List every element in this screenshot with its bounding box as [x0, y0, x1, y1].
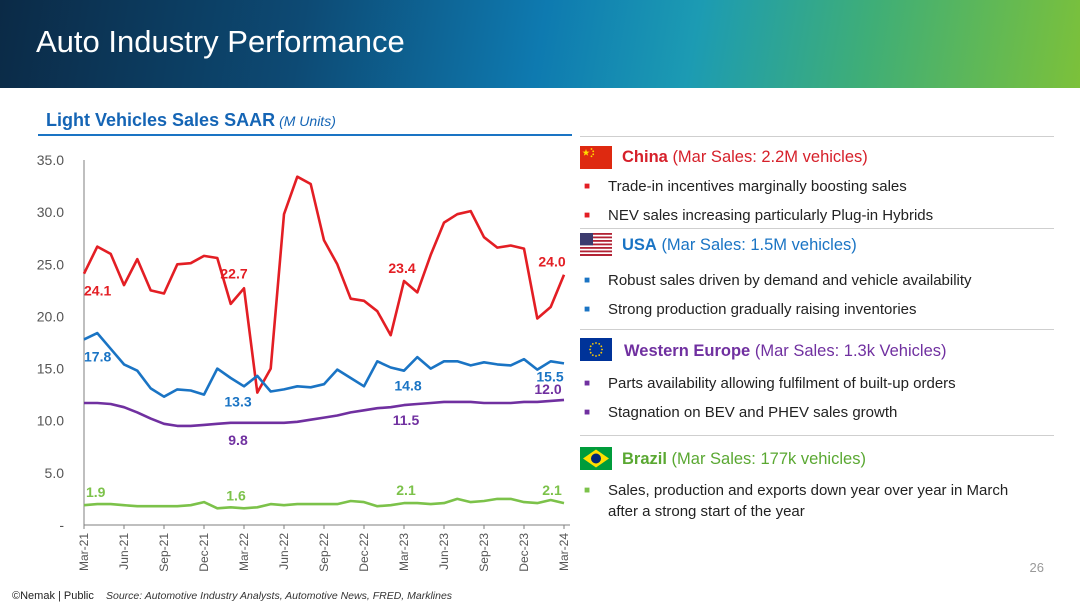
region-bullet: Stagnation on BEV and PHEV sales growth	[608, 404, 898, 421]
x-tick-label: Dec-22	[357, 533, 371, 572]
bullet-icon: ■	[584, 378, 591, 389]
data-label-western_europe: 12.0	[534, 381, 561, 397]
x-tick-label: Sep-23	[477, 533, 491, 572]
x-tick-label: Jun-22	[277, 533, 291, 570]
bullet-icon: ■	[584, 210, 591, 221]
footer-brand: ©Nemak | Public	[12, 590, 94, 602]
chart-units: (M Units)	[279, 113, 336, 129]
y-tick-label: 15.0	[37, 361, 64, 377]
x-tick-label: Mar-24	[557, 533, 571, 571]
x-tick-label: Dec-21	[197, 533, 211, 572]
footer-source: Source: Automotive Industry Analysts, Au…	[106, 590, 453, 602]
bullet-icon: ■	[584, 181, 591, 192]
y-tick-label: 20.0	[37, 308, 64, 324]
y-tick-label: 30.0	[37, 204, 64, 220]
data-label-brazil: 2.1	[396, 482, 416, 498]
series-line-western_europe	[84, 398, 565, 428]
region-detail: (Mar Sales: 2.2M vehicles)	[672, 148, 868, 166]
region-name: Brazil	[622, 450, 667, 468]
chart-title-text: Light Vehicles Sales SAAR	[46, 110, 276, 130]
page-number: 26	[1029, 560, 1044, 575]
data-label-brazil: 1.6	[226, 487, 246, 503]
data-label-china: 24.1	[84, 283, 111, 299]
region-detail: (Mar Sales: 1.3k Vehicles)	[754, 342, 947, 360]
chart-title: Light Vehicles Sales SAAR (M Units)	[46, 110, 336, 131]
sales-chart-svg: - 5.0 10.0 15.0 20.0 25.0 30.0 35.0 Mar-21 Jun-21…	[37, 152, 571, 572]
bullet-icon: ■	[584, 407, 591, 418]
region-name: USA	[622, 236, 657, 254]
data-label-brazil: 1.9	[86, 484, 106, 500]
china-flag-icon	[580, 146, 612, 169]
data-label-brazil: 2.1	[542, 482, 562, 498]
header-banner: Auto Industry Performance	[0, 0, 1080, 88]
x-tick-label: Mar-21	[77, 533, 91, 571]
panel-divider	[580, 435, 1054, 436]
x-tick-label: Mar-22	[237, 533, 251, 571]
data-label-western_europe: 9.8	[228, 432, 248, 448]
region-name: China	[622, 148, 668, 166]
y-tick-label: 25.0	[37, 256, 64, 272]
region-detail: (Mar Sales: 177k vehicles)	[671, 450, 866, 468]
y-tick-label: 35.0	[37, 152, 64, 168]
slide-title: Auto Industry Performance	[36, 24, 405, 59]
region-bullet: Robust sales driven by demand and vehicl…	[608, 272, 972, 289]
region-bullet: Strong production gradually raising inve…	[608, 301, 917, 318]
usa-flag-icon	[580, 233, 612, 256]
data-label-china: 22.7	[220, 265, 247, 281]
region-panel-western-europe: Western Europe (Mar Sales: 1.3k Vehicles…	[580, 338, 1056, 428]
brazil-flag-icon	[580, 447, 612, 470]
data-label-china: 23.4	[388, 260, 415, 276]
panel-divider	[580, 329, 1054, 330]
region-bullet: NEV sales increasing particularly Plug-i…	[608, 207, 934, 224]
region-heading-usa: USA (Mar Sales: 1.5M vehicles)	[622, 236, 857, 255]
eu-flag-icon	[580, 338, 612, 361]
region-detail: (Mar Sales: 1.5M vehicles)	[661, 236, 857, 254]
series-line-brazil	[83, 497, 565, 510]
region-heading-brazil: Brazil (Mar Sales: 177k vehicles)	[622, 450, 866, 469]
panel-divider	[580, 136, 1054, 137]
y-tick-label: -	[59, 517, 64, 533]
bullet-icon: ■	[584, 485, 591, 496]
series-line-usa	[83, 331, 565, 399]
x-tick-label: Jun-21	[117, 533, 131, 570]
data-label-usa: 14.8	[394, 378, 421, 394]
region-bullet: Sales, production and exports down year …	[608, 482, 1009, 520]
series-line-china	[82, 175, 566, 394]
panel-divider	[580, 228, 1054, 229]
data-label-usa: 15.5	[536, 368, 563, 384]
x-tick-label: Jun-23	[437, 533, 451, 570]
bullet-icon: ■	[584, 304, 591, 315]
region-bullet: Parts availability allowing fulfilment o…	[608, 375, 956, 392]
y-tick-label: 5.0	[45, 465, 65, 481]
data-label-china: 24.0	[538, 254, 565, 270]
region-heading-china: China (Mar Sales: 2.2M vehicles)	[622, 148, 868, 167]
y-tick-label: 10.0	[37, 413, 64, 429]
data-label-usa: 17.8	[84, 348, 111, 364]
region-heading-western-europe: Western Europe (Mar Sales: 1.3k Vehicles…	[624, 342, 947, 361]
data-label-western_europe: 11.5	[393, 412, 420, 428]
x-tick-label: Mar-23	[397, 533, 411, 571]
data-label-usa: 13.3	[224, 393, 251, 409]
region-panel-china: China (Mar Sales: 2.2M vehicles) ■ Trade…	[580, 146, 1056, 230]
region-bullet: Trade-in incentives marginally boosting …	[608, 178, 907, 195]
x-tick-label: Sep-22	[317, 533, 331, 572]
region-panel-brazil: Brazil (Mar Sales: 177k vehicles) ■ Sale…	[580, 447, 1056, 527]
region-name: Western Europe	[624, 342, 751, 360]
chart-title-rule	[38, 134, 572, 136]
region-panel-usa: USA (Mar Sales: 1.5M vehicles) ■ Robust …	[580, 233, 1056, 323]
x-tick-label: Dec-23	[517, 533, 531, 572]
bullet-icon: ■	[584, 275, 591, 286]
x-tick-label: Sep-21	[157, 533, 171, 572]
sales-chart: - 5.0 10.0 15.0 20.0 25.0 30.0 35.0 Mar-21 Jun-21…	[0, 140, 580, 585]
